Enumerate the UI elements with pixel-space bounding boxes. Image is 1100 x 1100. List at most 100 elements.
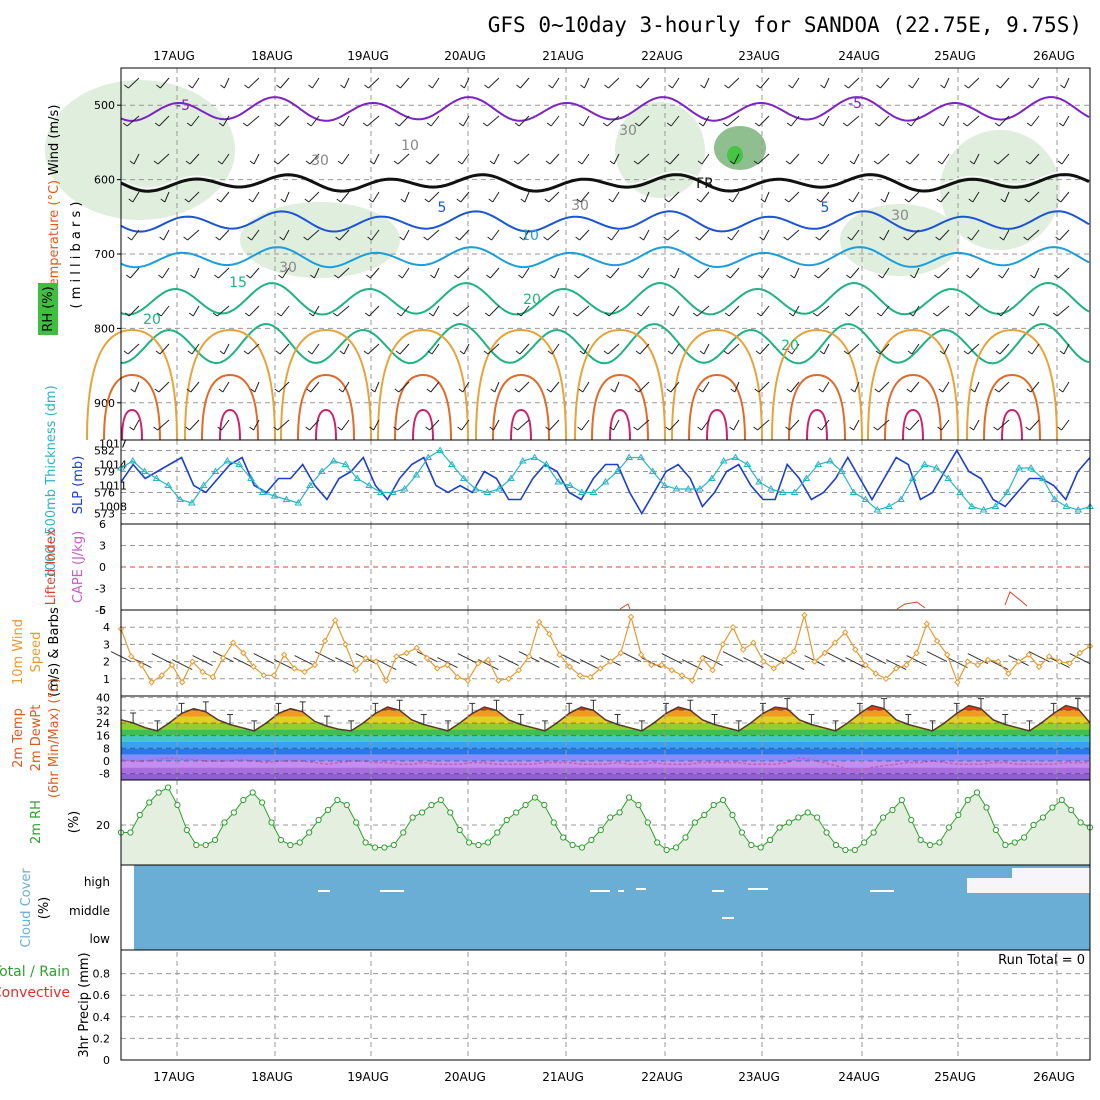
lifted-segment <box>619 603 631 610</box>
wind-barb <box>937 153 950 165</box>
contour-temp-warm <box>771 328 863 441</box>
slp-point <box>967 502 976 509</box>
cape-labels: Lifted Index CAPE (J/kg) <box>44 528 86 605</box>
rh-point <box>437 796 444 804</box>
minmax-bar <box>420 714 427 725</box>
wind-speed-point <box>617 649 625 657</box>
wind-barb <box>634 381 650 393</box>
wind-speed-point <box>923 620 931 627</box>
rh2m-label-1: 2m RH <box>29 800 44 844</box>
wind-barb <box>783 659 805 671</box>
cloud-gap <box>870 890 894 892</box>
wind-barb <box>396 305 410 317</box>
wind-barb <box>273 659 295 671</box>
rh-point <box>202 841 209 849</box>
wind-barb <box>663 229 680 241</box>
wind-barb <box>885 659 907 671</box>
wind-speed-point <box>219 654 227 662</box>
wind-barb <box>546 381 560 393</box>
wind-barb <box>547 343 560 355</box>
wind-speed-point <box>158 672 166 679</box>
wind-barb <box>1057 153 1070 165</box>
rh-point <box>682 834 689 841</box>
wind-barb <box>154 115 170 127</box>
minmax-bar <box>977 698 984 709</box>
wind10m-panel: 1 2 3 4 <box>103 609 1094 697</box>
wind-barb <box>539 657 560 669</box>
wind-barb <box>758 267 770 279</box>
wind-barb <box>516 77 530 89</box>
wind-speed-point <box>403 649 410 657</box>
wind-barb <box>1055 229 1070 241</box>
wind-barb <box>964 305 980 317</box>
wind-barb <box>700 77 710 89</box>
wind-speed-point <box>505 675 512 683</box>
wind-barb <box>577 153 590 165</box>
lifted-axis-label: Lifted Index <box>44 528 59 605</box>
wind-speed-point <box>892 665 900 672</box>
slp-point <box>140 467 149 474</box>
wind-barb <box>428 305 440 317</box>
wind-speed-point <box>933 637 941 645</box>
wind-barb <box>253 653 275 665</box>
date-label-top: 24AUG <box>838 49 880 63</box>
slp-line <box>120 449 1091 511</box>
rh-point <box>456 826 463 834</box>
wind-barb <box>153 419 170 431</box>
minmax-bar <box>1026 720 1033 731</box>
wind-barb <box>396 77 410 89</box>
wind-barb <box>1024 191 1040 203</box>
rh-point <box>1068 806 1075 814</box>
wind-barb <box>849 419 860 431</box>
wind-barb <box>610 381 620 393</box>
wind-barb <box>395 343 410 355</box>
date-label-bottom: 20AUG <box>444 1070 486 1084</box>
wind-speed-point <box>688 677 696 684</box>
slp-point <box>707 474 716 481</box>
contour-temp-warm <box>574 328 666 441</box>
wind-barb <box>426 115 440 127</box>
wind-barb <box>873 419 890 431</box>
wind-barb <box>336 191 350 203</box>
date-label-bottom: 18AUG <box>251 1070 293 1084</box>
cloud-gap <box>748 888 768 890</box>
wind-barb <box>314 651 336 663</box>
wind-speed-point <box>852 646 859 653</box>
wind-barb <box>756 305 770 317</box>
minmax-bar <box>299 701 306 712</box>
contour-temp-hottest <box>806 408 828 441</box>
wind-barb <box>303 229 320 241</box>
panel-frame <box>120 949 1091 1061</box>
wind-barb <box>308 77 320 89</box>
contour-temp-5 <box>120 210 1090 233</box>
wind-barb <box>814 267 830 279</box>
slp-point <box>223 457 232 464</box>
wind-barb <box>790 267 800 279</box>
wind-barb <box>456 191 470 203</box>
wind-barb <box>844 77 860 89</box>
wind-barb <box>576 191 590 203</box>
rh-point <box>983 804 990 811</box>
wind-barb <box>393 419 410 431</box>
contour-temp-10 <box>120 246 1090 269</box>
precip-axis-label: 3hr Precip (mm) <box>77 952 92 1057</box>
rh-point <box>400 829 407 836</box>
wind-barb <box>842 115 860 127</box>
wind-barb <box>640 191 650 203</box>
wind-barb <box>428 77 440 89</box>
wind-speed-point <box>627 613 635 621</box>
wind-barb <box>818 381 830 393</box>
wind-barb <box>457 419 470 431</box>
slp-point <box>341 460 350 467</box>
wind-barb <box>1052 305 1070 317</box>
contour-temp-hot <box>591 373 649 441</box>
wind-barb <box>723 343 740 355</box>
wind-barb <box>249 419 260 431</box>
minmax-bar <box>759 702 766 714</box>
slp-point <box>920 460 929 467</box>
wind-barb <box>425 153 440 165</box>
wind-barb <box>455 229 470 241</box>
contour-label: 20 <box>143 312 161 328</box>
rh-point <box>362 839 369 846</box>
wind-barb <box>996 77 1010 89</box>
